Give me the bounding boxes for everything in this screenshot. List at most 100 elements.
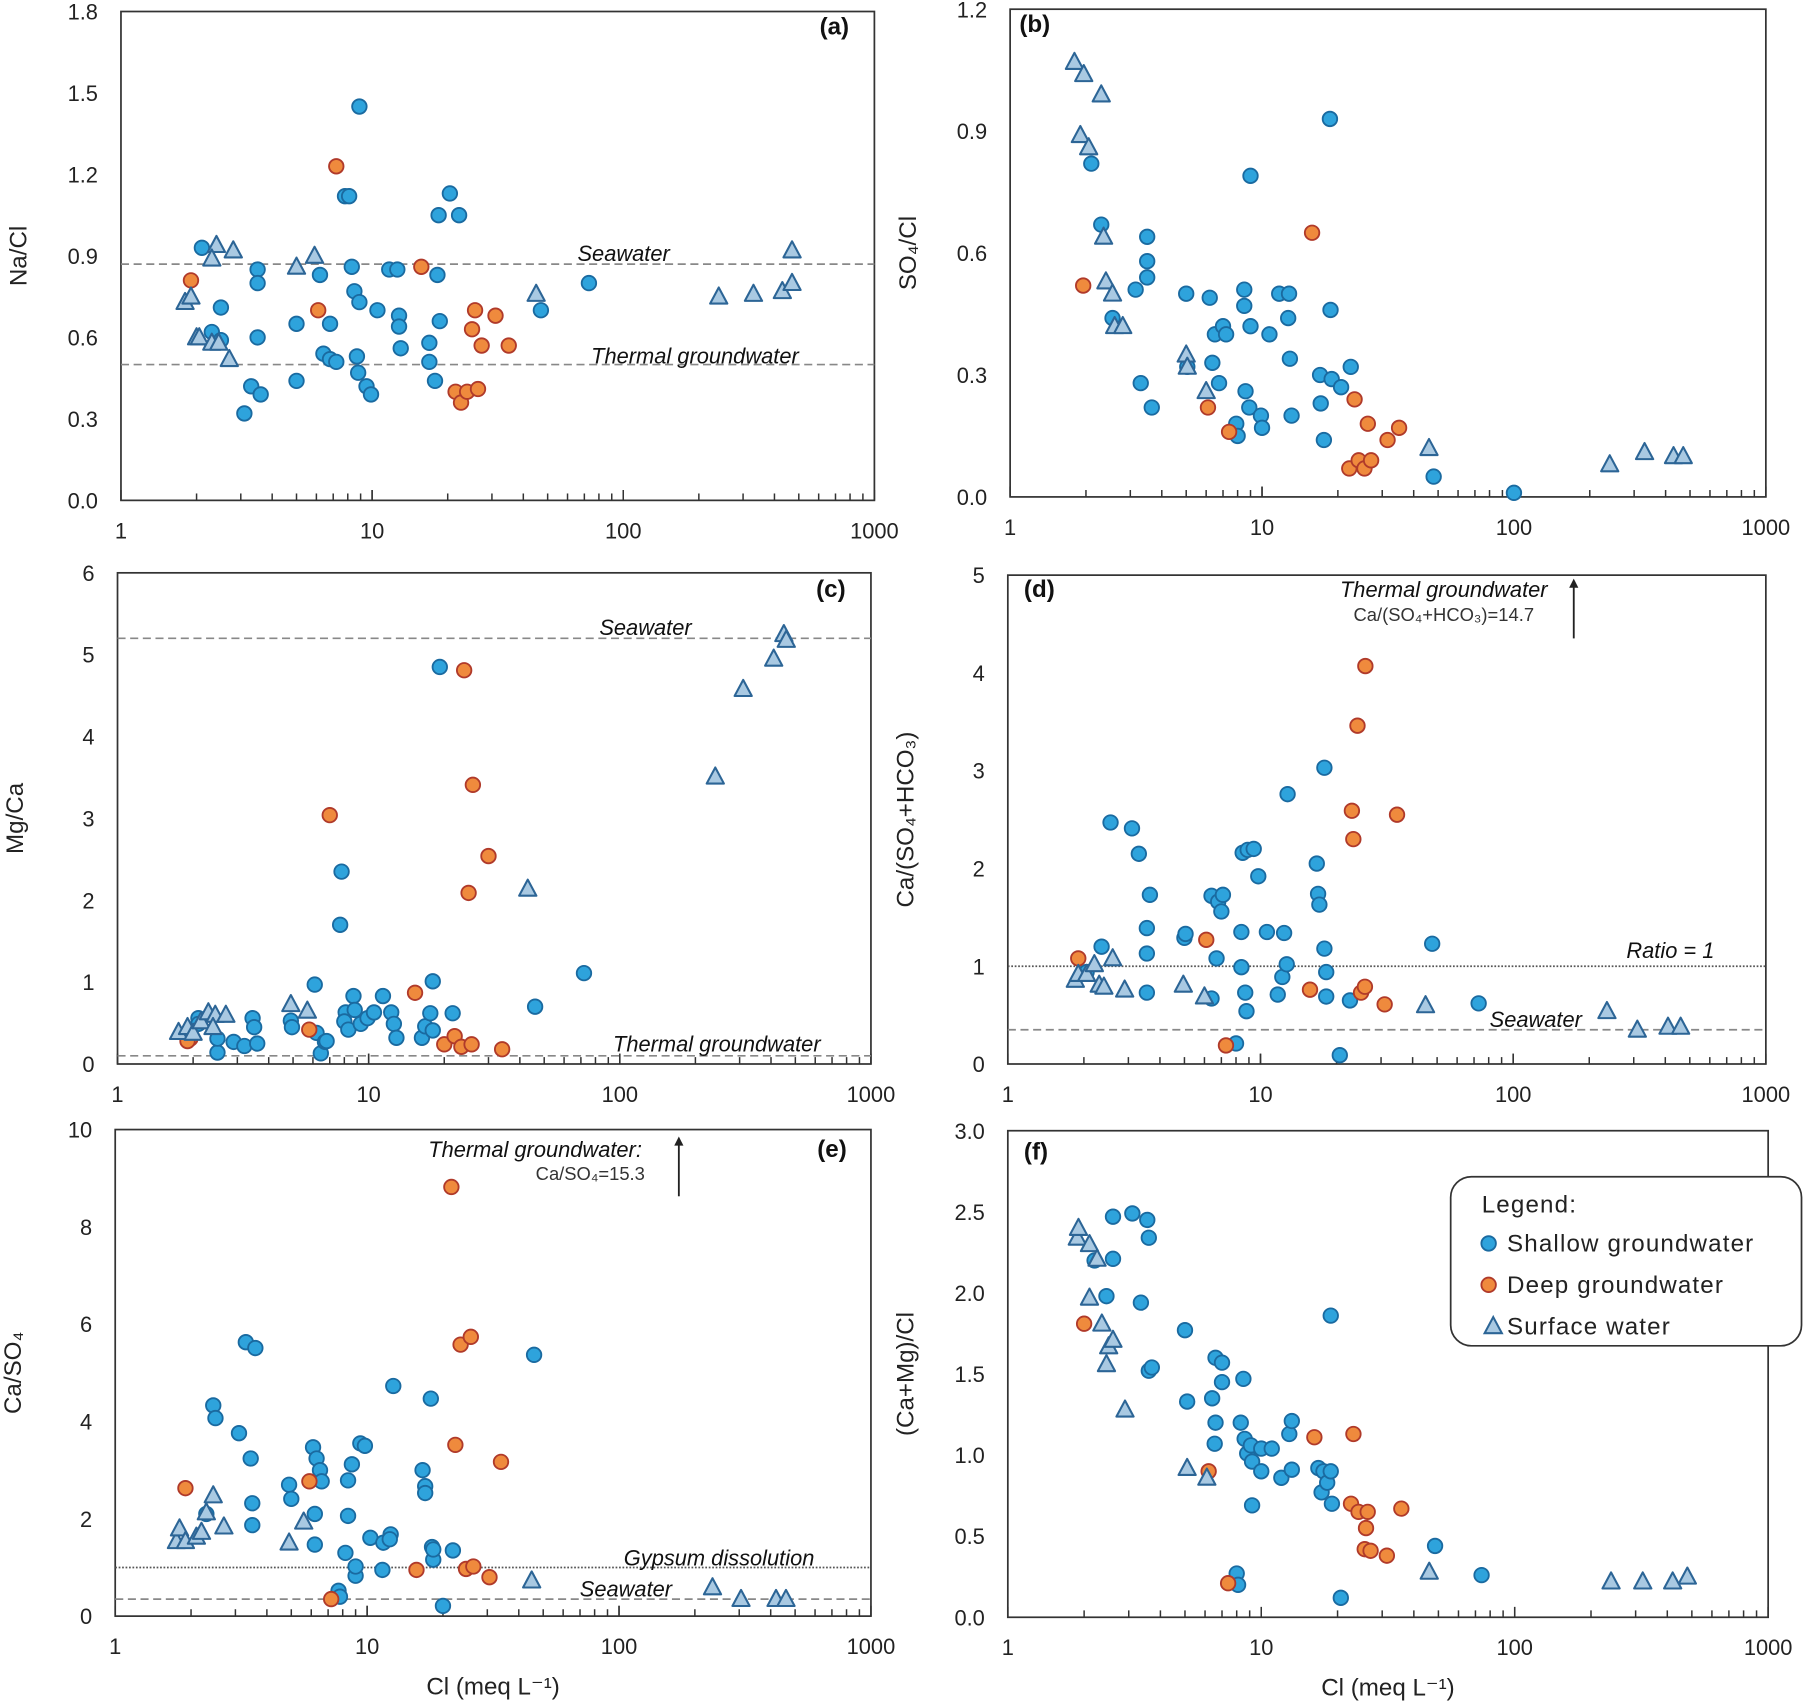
deep-groundwater-point [492, 1453, 510, 1471]
surface-water-point [1670, 1016, 1691, 1035]
deep-groundwater-point [462, 1328, 479, 1346]
deep-groundwater-point [1198, 931, 1215, 948]
surface-water-point [1079, 1234, 1100, 1253]
surface-water-point [1113, 315, 1133, 335]
surface-water-point [776, 1588, 796, 1608]
shallow-groundwater-point [1243, 1453, 1261, 1470]
shallow-groundwater-point [1176, 1322, 1194, 1339]
deep-groundwater-point [1346, 391, 1363, 408]
surface-water-point [286, 256, 307, 275]
shallow-groundwater-point [444, 1005, 461, 1022]
shallow-groundwater-point [343, 258, 360, 275]
shallow-groundwater-point [1235, 1370, 1252, 1388]
y-axis-label: (Ca+Mg)/Cl [893, 1312, 920, 1436]
shallow-groundwater-point [1138, 919, 1156, 937]
shallow-groundwater-point [1178, 1393, 1196, 1410]
shallow-groundwater-point [390, 318, 408, 335]
surface-water-point [216, 1004, 236, 1023]
shallow-groundwater-point [1130, 845, 1148, 862]
panel-label: (e) [817, 1136, 847, 1163]
deep-groundwater-point [301, 1473, 318, 1490]
x-axis-label: Cl (meq L⁻¹) [1321, 1674, 1454, 1701]
y-tick-label: 0.0 [957, 485, 987, 510]
arrow-head-icon [1569, 578, 1579, 588]
surface-water-point [1064, 51, 1085, 70]
deep-groundwater-point [464, 776, 482, 794]
x-tick-label: 1000 [847, 1082, 896, 1107]
shallow-groundwater-point [365, 1004, 383, 1021]
y-tick-label: 0 [82, 1052, 94, 1077]
y-tick-label: 8 [80, 1215, 92, 1240]
x-tick-label: 1 [1004, 515, 1016, 540]
shallow-groundwater-point [230, 1425, 248, 1442]
shallow-groundwater-point [388, 1029, 405, 1046]
surface-water-point [206, 234, 227, 254]
shallow-groundwater-point [333, 863, 350, 880]
shallow-groundwater-point [1283, 407, 1300, 424]
surface-water-point [189, 327, 209, 346]
shallow-groundwater-point [236, 405, 253, 422]
legend-box [1449, 1175, 1803, 1347]
shallow-groundwater-point [1283, 1412, 1300, 1430]
shallow-groundwater-point [249, 1035, 266, 1052]
x-tick-label: 1 [1002, 1635, 1014, 1660]
surface-water-point [1601, 1571, 1621, 1590]
x-tick-label: 10 [360, 518, 384, 543]
shallow-groundwater-point [532, 302, 550, 319]
shallow-groundwater-point [328, 353, 345, 371]
x-axis-label: Cl (meq L⁻¹) [426, 1673, 559, 1700]
reference-line-label: Seawater [599, 615, 693, 640]
surface-water-point [702, 1577, 723, 1596]
shallow-groundwater-point [244, 1495, 261, 1512]
surface-water-point [1079, 1287, 1100, 1306]
deep-groundwater-point [182, 272, 200, 289]
shallow-groundwater-point [431, 312, 448, 330]
y-tick-label: 10 [68, 1118, 92, 1143]
deep-groundwater-point [1388, 806, 1406, 823]
shallow-groundwater-point [1203, 1390, 1221, 1407]
shallow-groundwater-point [247, 1339, 264, 1357]
surface-water-point [1102, 283, 1123, 302]
shallow-groundwater-point [1204, 354, 1221, 371]
shallow-groundwater-point [1083, 155, 1100, 172]
deep-groundwater-point [1362, 1542, 1379, 1559]
shallow-groundwater-point [343, 1456, 361, 1473]
deep-groundwater-point [408, 1561, 425, 1579]
panel-c: 1 10 100 10000123456Mg/Ca(c)SeawaterThermal… [2, 561, 895, 1107]
shallow-groundwater-point [426, 372, 444, 390]
surface-water-point [297, 1000, 318, 1019]
surface-water-point [1173, 974, 1193, 993]
shallow-groundwater-point [244, 1516, 261, 1534]
shallow-groundwater-point [425, 1541, 442, 1558]
shallow-groundwater-point [1123, 820, 1141, 837]
shallow-groundwater-point [1424, 935, 1441, 952]
deep-groundwater-point [1199, 399, 1217, 416]
y-tick-label: 1.0 [954, 1443, 984, 1468]
plot-frame [1009, 8, 1767, 498]
deep-groundwater-point [481, 1569, 498, 1586]
deep-groundwater-point [1376, 996, 1393, 1013]
panel-e: 1 10 100 1000 0 2 4 6 8 10 Ca/SO₄ Cl (meq L⁻¹) (e) Gy… [0, 1118, 895, 1701]
y-tick-label: 1.5 [954, 1362, 984, 1387]
surface-water-point [1177, 356, 1197, 375]
y-tick-label: 1.2 [68, 163, 98, 188]
shallow-groundwater-point [193, 239, 211, 256]
shallow-groundwater-point [347, 1558, 364, 1575]
shallow-groundwater-point [1321, 110, 1339, 128]
surface-water-point [202, 248, 222, 267]
shallow-groundwater-point [417, 1484, 434, 1502]
plot-frame [120, 10, 876, 502]
deep-groundwater-point [1393, 1500, 1410, 1517]
shallow-groundwater-point [339, 1472, 357, 1489]
shallow-groundwater-point [389, 261, 406, 278]
surface-water-point [1096, 271, 1116, 290]
deep-groundwater-point [1379, 431, 1396, 449]
surface-water-point [1103, 948, 1123, 967]
reference-line-label: Ratio = 1 [1626, 938, 1714, 963]
shallow-groundwater-point [1206, 1435, 1223, 1452]
shallow-groundwater-point [1269, 986, 1286, 1003]
deep-groundwater-point [323, 1590, 340, 1608]
deep-groundwater-point [469, 380, 487, 398]
annotation: Thermal groundwater [1340, 577, 1549, 602]
x-tick-label: 10 [1250, 515, 1274, 540]
